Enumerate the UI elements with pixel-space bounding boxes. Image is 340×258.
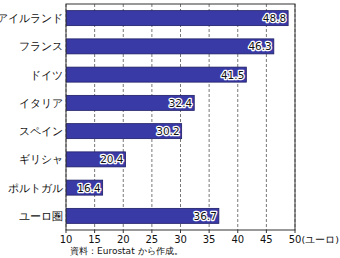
data-label: 41.5	[221, 69, 244, 81]
source-note: 資料：Eurostat から作成。	[70, 246, 183, 256]
grid-line	[237, 4, 238, 230]
bar	[66, 208, 219, 223]
tick-label: 20	[117, 234, 130, 245]
category-label: ポルトガル	[8, 182, 63, 194]
tick-label: 25	[146, 234, 159, 245]
data-label: 20.4	[100, 153, 124, 165]
axis-label: (ユーロ)	[302, 234, 339, 245]
tick-mark	[94, 230, 95, 233]
category-label: フランス	[19, 40, 63, 52]
bar	[66, 180, 103, 195]
bars	[66, 11, 288, 224]
tick-mark	[151, 230, 152, 233]
category-label: ギリシャ	[19, 153, 63, 165]
tick-label: 40	[231, 234, 244, 245]
tick-label: 35	[203, 234, 216, 245]
tick-label: 30	[174, 234, 187, 245]
bar	[66, 67, 246, 82]
tick-mark	[295, 230, 296, 233]
grid-line	[94, 4, 95, 230]
tick-mark	[266, 230, 267, 233]
tick-label: 15	[88, 234, 101, 245]
data-label: 16.4	[77, 182, 101, 194]
plot-frame	[66, 4, 295, 230]
bar	[66, 95, 194, 110]
grid-line	[209, 4, 210, 230]
bar	[66, 11, 288, 26]
category-label: ユーロ圏	[19, 210, 63, 222]
tick-mark	[237, 230, 238, 233]
data-label: 36.7	[193, 210, 216, 222]
tick-mark	[66, 230, 67, 233]
chart: 48.8 46.3 41.5 32.4 30.2 20.4 16.4 36.7 アイルランドフラ…	[0, 0, 340, 258]
category-label: スペイン	[19, 125, 63, 137]
bar	[66, 39, 274, 54]
tick-mark	[180, 230, 181, 233]
data-label: 48.8	[263, 12, 286, 24]
data-label: 46.3	[248, 40, 271, 52]
tick-label: 50	[289, 234, 302, 245]
tick-label: 10	[60, 234, 73, 245]
data-label: 32.4	[169, 97, 193, 109]
grid-line	[266, 4, 267, 230]
tick-mark	[209, 230, 210, 233]
category-label: イタリア	[19, 97, 63, 109]
grid-line	[123, 4, 124, 230]
bar	[66, 152, 126, 167]
category-label: ドイツ	[30, 69, 63, 81]
tick-label: 45	[260, 234, 273, 245]
tick-mark	[123, 230, 124, 233]
grid-line	[180, 4, 181, 230]
data-label: 30.2	[156, 125, 179, 137]
category-label: アイルランド	[0, 12, 63, 24]
bar	[66, 124, 182, 139]
grid-line	[151, 4, 152, 230]
